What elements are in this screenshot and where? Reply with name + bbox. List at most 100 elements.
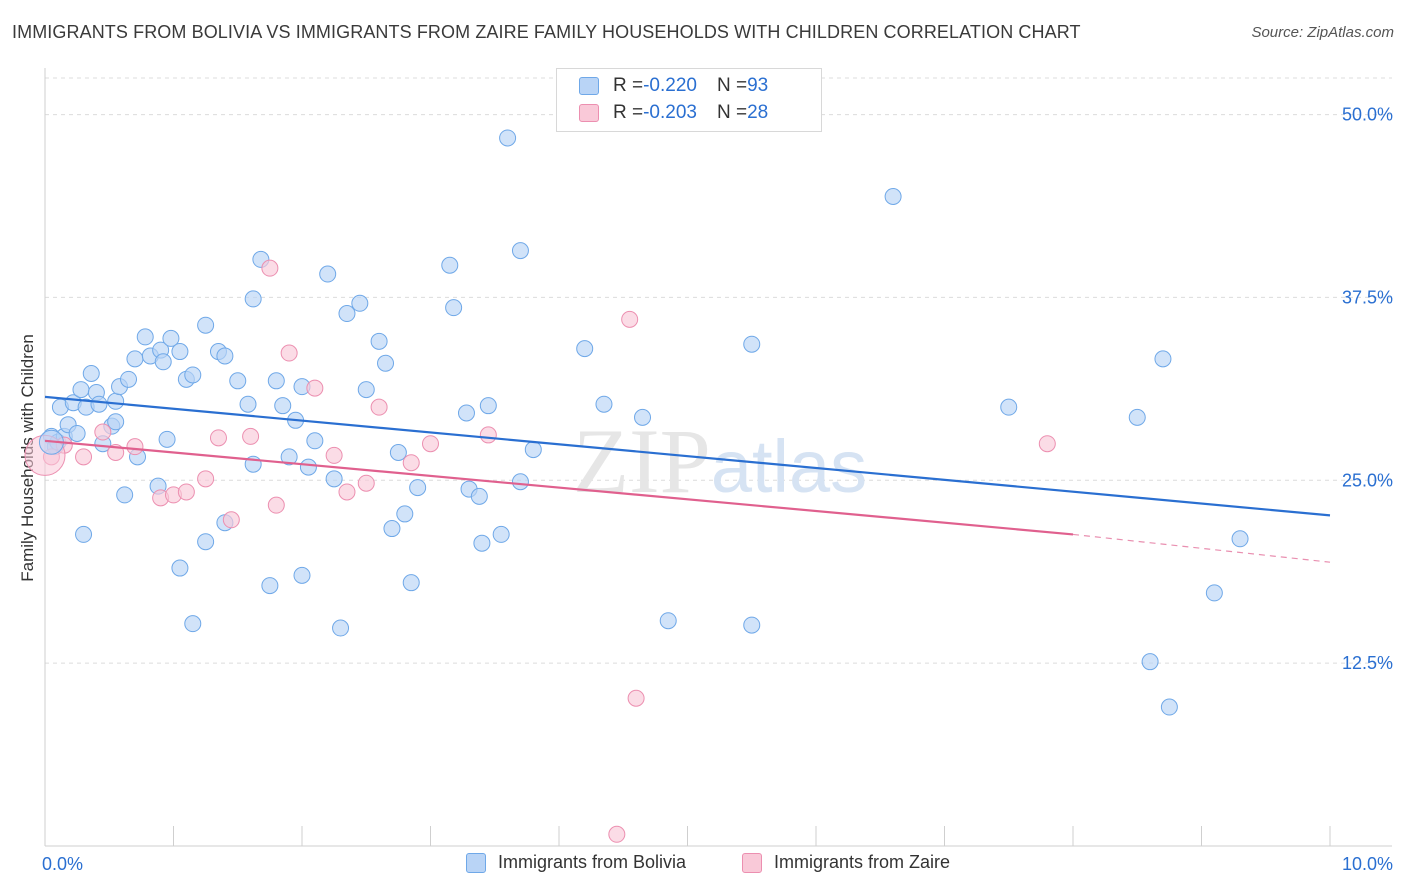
bolivia-point: [338, 305, 356, 323]
zaire-point: [209, 429, 227, 447]
bolivia-point: [229, 372, 247, 390]
zaire-legend-swatch: [742, 852, 762, 873]
bolivia-point: [499, 129, 517, 147]
r-label: R =: [613, 102, 644, 123]
bolivia-point: [306, 432, 324, 450]
bolivia-point: [75, 525, 93, 543]
trend-lines: [44, 395, 1331, 563]
bolivia-point: [479, 397, 497, 415]
tick-labels: 12.5% 25.0% 37.5% 50.0% 0.0% 10.0%: [42, 105, 1393, 874]
bolivia-point: [332, 619, 350, 637]
bolivia-point: [743, 335, 761, 353]
bolivia-point: [107, 413, 125, 431]
bolivia-point: [402, 574, 420, 592]
bolivia-point: [261, 577, 279, 595]
zaire-point: [280, 344, 298, 362]
n-value: 28: [747, 102, 769, 123]
zaire-trend-extension: [1072, 533, 1331, 563]
bolivia-point: [184, 366, 202, 384]
zaire-point: [177, 483, 195, 501]
y-tick-label: 12.5%: [1342, 653, 1393, 673]
bolivia-point: [743, 616, 761, 634]
correlation-stats-box: R = -0.220 N = 93 R = -0.203 N = 28: [556, 68, 822, 132]
stat-row-bolivia: R = -0.220 N = 93: [579, 73, 768, 99]
bolivia-point: [1128, 408, 1146, 426]
n-value: 93: [747, 75, 769, 96]
zaire-point: [402, 454, 420, 472]
bolivia-point: [1141, 653, 1159, 671]
zaire-point: [608, 825, 626, 843]
source-label: Source: ZipAtlas.com: [1251, 24, 1394, 41]
legend-item-zaire[interactable]: Immigrants from Zaire: [742, 852, 950, 873]
zaire-point: [479, 426, 497, 444]
bolivia-point: [1160, 698, 1178, 716]
bolivia-point: [239, 395, 257, 413]
data-points: [24, 129, 1249, 843]
bolivia-point: [1231, 530, 1249, 548]
grid-lines: [45, 77, 1392, 664]
zaire-point: [242, 427, 260, 445]
bolivia-point: [351, 294, 369, 312]
bolivia-point: [116, 486, 134, 504]
bolivia-point: [171, 559, 189, 577]
bolivia-point: [524, 441, 542, 459]
bolivia-point: [441, 256, 459, 274]
bolivia-point: [107, 392, 125, 410]
chart-title: IMMIGRANTS FROM BOLIVIA VS IMMIGRANTS FR…: [12, 22, 1081, 42]
stat-row-zaire: R = -0.203 N = 28: [579, 100, 768, 126]
r-value: -0.203: [643, 102, 697, 123]
bolivia-point: [216, 347, 234, 365]
zaire-point: [306, 379, 324, 397]
r-label: R =: [613, 75, 644, 96]
zaire-point: [267, 496, 285, 514]
bolivia-point: [244, 290, 262, 308]
bolivia-point: [884, 187, 902, 205]
n-label: N =: [716, 75, 748, 96]
zaire-point: [126, 438, 144, 456]
bolivia-point: [197, 533, 215, 551]
bolivia-point: [1205, 584, 1223, 602]
bolivia-point: [82, 364, 100, 382]
bolivia-point: [197, 316, 215, 334]
zaire-point: [370, 398, 388, 416]
legend-item-bolivia[interactable]: Immigrants from Bolivia: [466, 852, 686, 873]
bolivia-point: [576, 340, 594, 358]
bolivia-point: [293, 566, 311, 584]
bolivia-swatch: [579, 77, 599, 95]
n-label: N =: [716, 102, 748, 123]
bolivia-point: [511, 473, 529, 491]
bolivia-point: [492, 525, 510, 543]
zaire-point: [621, 310, 639, 328]
y-tick-label: 25.0%: [1342, 470, 1393, 490]
bolivia-point: [389, 443, 407, 461]
bolivia-point: [280, 448, 298, 466]
r-value: -0.220: [643, 75, 697, 96]
zaire-point: [627, 689, 645, 707]
bolivia-point: [511, 242, 529, 260]
zaire-point: [75, 448, 93, 466]
bolivia-point: [120, 370, 138, 388]
bolivia-point: [1154, 350, 1172, 368]
bolivia-point: [357, 381, 375, 399]
zaire-trend-line: [44, 439, 1074, 536]
x-tick-label: 10.0%: [1342, 854, 1393, 874]
bolivia-point: [1000, 398, 1018, 416]
bolivia-point: [126, 350, 144, 368]
bolivia-point: [325, 470, 343, 488]
bolivia-point: [171, 343, 189, 361]
bolivia-point: [72, 381, 90, 399]
bolivia-point: [184, 615, 202, 633]
bolivia-point: [473, 534, 491, 552]
bolivia-trend-line: [44, 395, 1331, 517]
zaire-point: [197, 470, 215, 488]
bolivia-point: [377, 354, 395, 372]
bolivia-point: [457, 404, 475, 422]
x-tick-label: 0.0%: [42, 854, 83, 874]
bolivia-point: [383, 520, 401, 538]
zaire-point: [94, 423, 112, 441]
zaire-point: [357, 474, 375, 492]
y-tick-label: 37.5%: [1342, 287, 1393, 307]
legend-label-zaire: Immigrants from Zaire: [774, 852, 951, 872]
bolivia-point: [274, 397, 292, 415]
